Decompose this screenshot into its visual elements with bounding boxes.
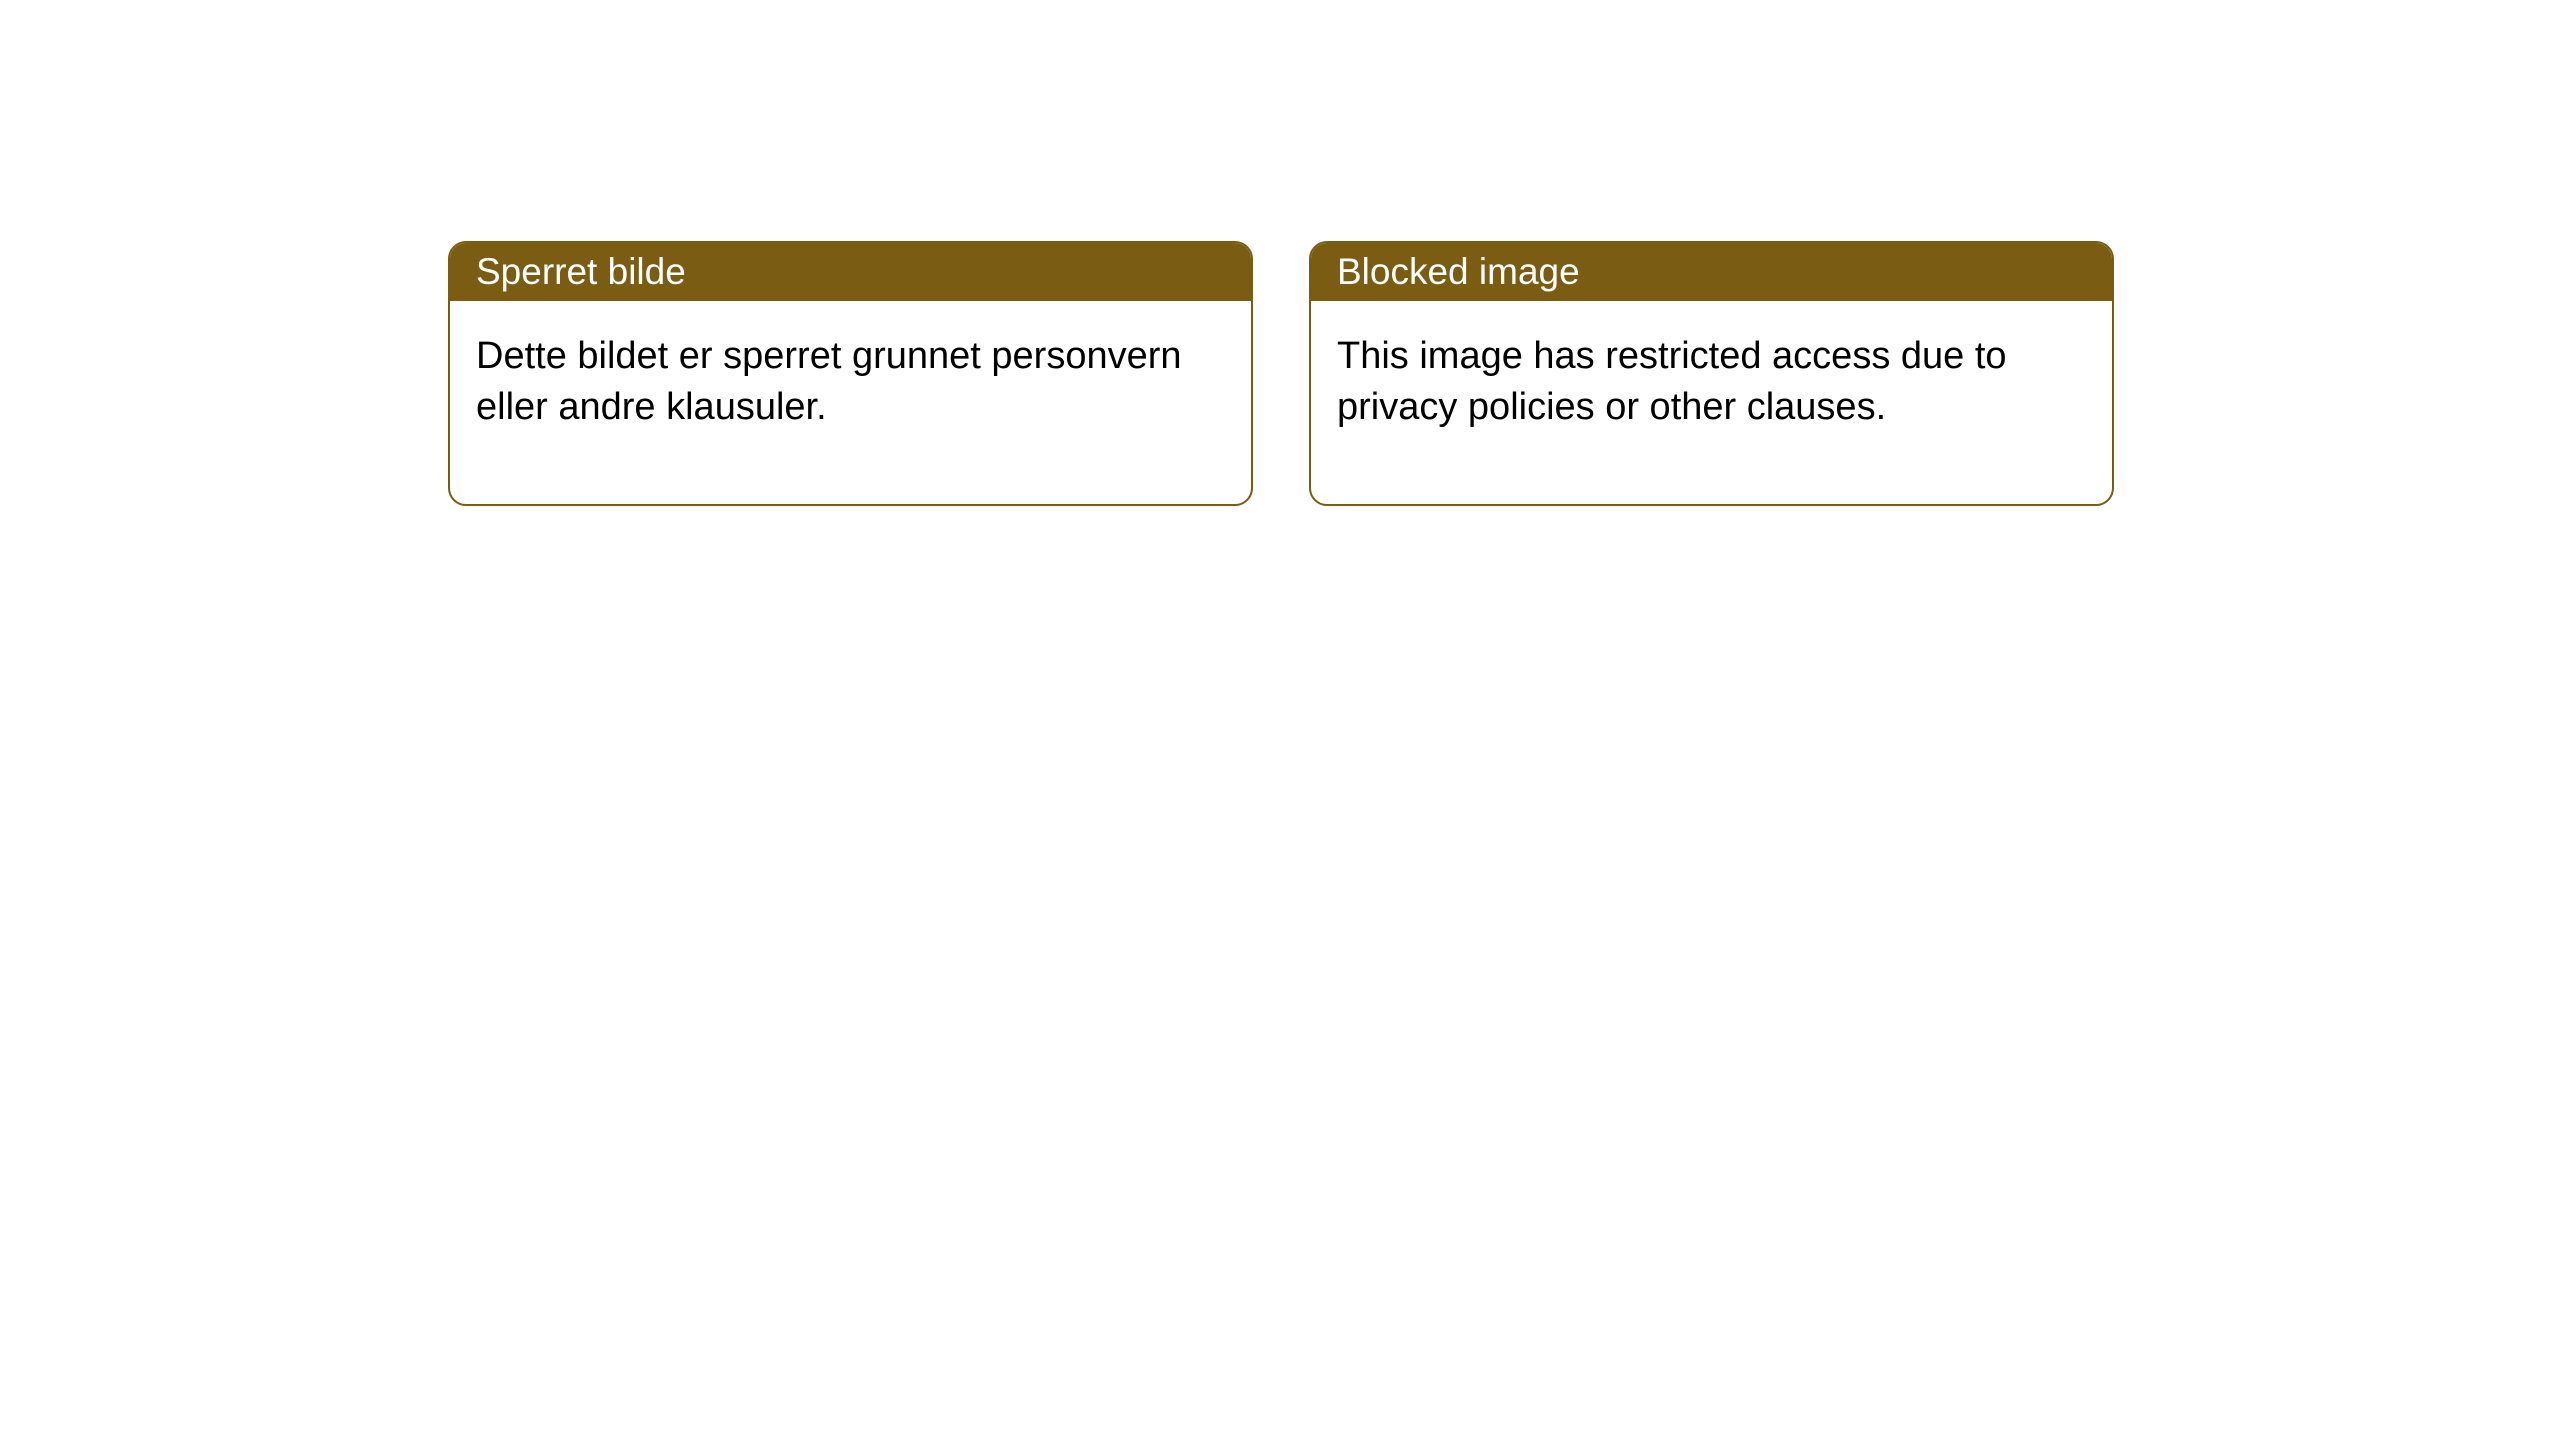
notice-header: Sperret bilde xyxy=(450,243,1251,301)
notice-box-norwegian: Sperret bilde Dette bildet er sperret gr… xyxy=(448,241,1253,506)
notice-body: Dette bildet er sperret grunnet personve… xyxy=(450,301,1251,504)
notice-box-english: Blocked image This image has restricted … xyxy=(1309,241,2114,506)
notice-header: Blocked image xyxy=(1311,243,2112,301)
notice-container: Sperret bilde Dette bildet er sperret gr… xyxy=(448,241,2114,506)
notice-body: This image has restricted access due to … xyxy=(1311,301,2112,504)
